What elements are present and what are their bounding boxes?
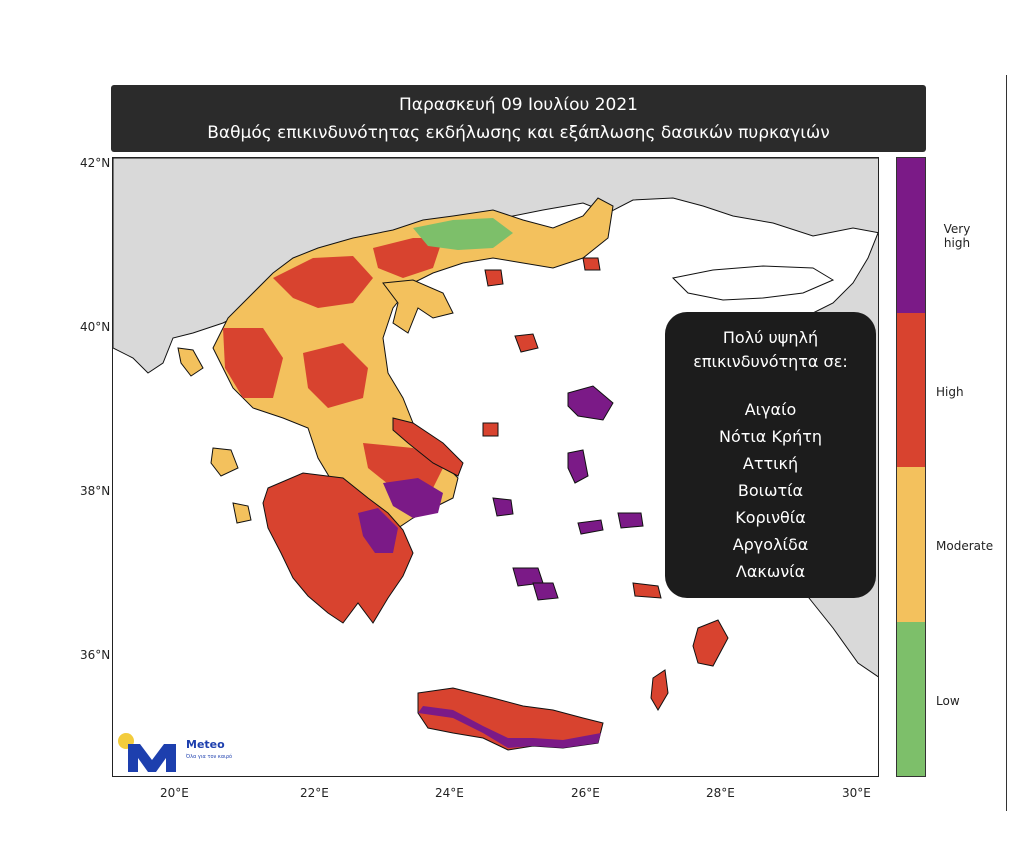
legend-label-high: High (936, 385, 964, 399)
very-high-risk-attica (383, 478, 443, 518)
map-title-banner: Παρασκευή 09 Ιουλίου 2021 Βαθμός επικινδ… (111, 85, 926, 152)
region-item: Κορινθία (735, 508, 806, 527)
map-title-date: Παρασκευή 09 Ιουλίου 2021 (399, 94, 638, 115)
lon-tick-26: 26°E (571, 786, 600, 800)
region-item: Αργολίδα (732, 535, 809, 554)
lon-tick-24: 24°E (435, 786, 464, 800)
evia (392, 417, 464, 477)
lat-tick-38: 38°N (80, 484, 111, 498)
dodecanese-kos (632, 582, 662, 599)
legend-label-very-high: Very high (943, 222, 971, 250)
lon-tick-28: 28°E (706, 786, 735, 800)
region-item: Νότια Κρήτη (719, 427, 822, 446)
region-list: Αιγαίο Νότια Κρήτη Αττική Βοιωτία Κορινθ… (719, 396, 822, 585)
crete-very-high-south (418, 706, 601, 748)
region-item: Αιγαίο (744, 400, 797, 419)
info-heading-line1: Πολύ υψηλή (722, 328, 819, 347)
high-risk-patch-central (303, 343, 368, 408)
lon-tick-30: 30°E (842, 786, 871, 800)
region-item: Αττική (742, 454, 799, 473)
logo-brand: Meteo (186, 738, 225, 751)
map-title-subtitle: Βαθμός επικινδυνότητας εκδήλωσης και εξά… (207, 122, 830, 143)
colorbar-low (897, 621, 925, 776)
lat-tick-36: 36°N (80, 648, 111, 662)
very-high-risk-info-box: Πολύ υψηλή επικινδυνότητα σε: Αιγαίο Νότ… (665, 312, 876, 598)
info-box-heading: Πολύ υψηλή επικινδυνότητα σε: (693, 326, 847, 374)
lesvos (567, 385, 614, 421)
karpathos (650, 669, 669, 711)
cyclades-north (492, 497, 514, 517)
logo-tagline: Όλα για τον καιρό (186, 754, 233, 760)
region-item: Λακωνία (735, 562, 806, 581)
high-risk-patch-west (223, 328, 283, 398)
zakynthos (232, 502, 252, 524)
colorbar-moderate (897, 467, 925, 622)
colorbar-high (897, 312, 925, 467)
high-risk-patch-macedonia (373, 238, 443, 278)
very-high-risk-argolida (358, 508, 398, 553)
neighbor-inland-sea (671, 265, 835, 301)
ikaria (577, 519, 604, 535)
lemnos (514, 333, 539, 353)
legend-label-low: Low (936, 694, 960, 708)
lat-tick-40: 40°N (80, 320, 111, 334)
kefalonia (210, 447, 239, 477)
lon-tick-20: 20°E (160, 786, 189, 800)
cyclades-south (532, 582, 559, 601)
colorbar-very-high (897, 158, 925, 313)
meteo-m-icon (118, 733, 176, 772)
lat-tick-42: 42°N (80, 156, 111, 170)
halkidiki (382, 279, 454, 334)
meteo-logo: Meteo Όλα για τον καιρό (118, 732, 248, 776)
right-border-line (1006, 75, 1007, 811)
lon-tick-22: 22°E (300, 786, 329, 800)
high-risk-patch-north (273, 256, 373, 308)
thasos (484, 269, 504, 287)
risk-colorbar (896, 157, 926, 777)
skyros (482, 422, 499, 437)
samos (617, 512, 644, 529)
chios (567, 449, 589, 484)
info-heading-line2: επικινδυνότητα σε: (693, 352, 848, 371)
samothraki (582, 257, 601, 271)
region-item: Βοιωτία (737, 481, 804, 500)
corfu (177, 347, 204, 377)
legend-label-moderate: Moderate (936, 539, 994, 553)
rhodes (692, 619, 729, 667)
high-risk-patch-attica (363, 443, 443, 488)
low-risk-patch-thrace (413, 218, 513, 250)
